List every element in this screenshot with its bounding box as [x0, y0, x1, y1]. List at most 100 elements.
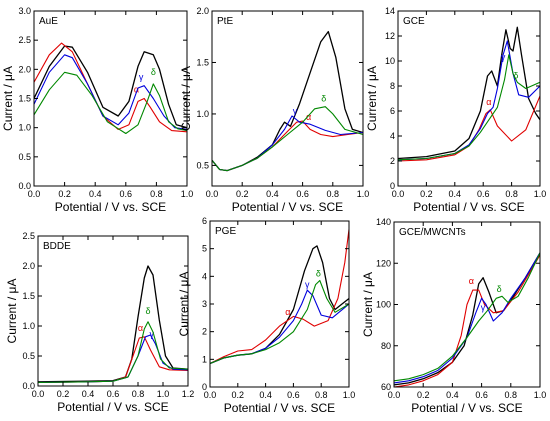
series-label-1: α: [469, 276, 474, 286]
chart-panel-0: αγ δ 0.0 0.2 0.4 0.6 0.8 1.0 0.0 0.5 1.0 1.5 2.0 2.5 3…: [1, 6, 193, 214]
x-tick-label: 0.2: [417, 390, 430, 400]
y-tick-label: 0.5: [18, 152, 31, 162]
x-tick-label: 0.2: [236, 189, 249, 199]
y-tick-label: 1.5: [18, 94, 31, 104]
series-line-0: [210, 245, 349, 365]
series-label-2: γ: [501, 52, 506, 62]
y-tick-label: 2.5: [18, 35, 31, 45]
x-tick-label: 0.4: [89, 189, 102, 199]
x-tick-label: 0.0: [28, 189, 41, 199]
series-label-3: δ: [513, 71, 518, 81]
y-axis-title: Current / μA: [5, 279, 19, 344]
x-tick-label: 1.0: [157, 389, 170, 399]
y-tick-label: 1.0: [196, 109, 209, 119]
y-axis-title: Current / μA: [365, 66, 379, 131]
x-tick-label: 0.8: [132, 389, 145, 399]
y-tick-label: 0: [202, 382, 207, 392]
y-tick-label: 2.5: [22, 231, 35, 241]
y-tick-label: 14: [385, 6, 395, 16]
series-label-1: α: [138, 323, 143, 333]
series-label-3: δ: [321, 94, 326, 104]
series-line-2: [398, 40, 540, 161]
y-tick-label: 1.0: [18, 123, 31, 133]
series-label-1: α: [486, 97, 491, 107]
plot-frame: [211, 10, 364, 187]
chart-panel-1: αγ δ 0.0 0.2 0.4 0.6 0.8 1.0 0.5 1.0 1.5 2.0 PtE Pote…: [179, 6, 369, 214]
y-tick-label: 0.5: [22, 351, 35, 361]
y-tick-label: 4: [390, 131, 395, 141]
y-tick-label: 1.0: [22, 321, 35, 331]
series-label-2: γ: [150, 329, 155, 339]
series-line-1: [212, 120, 363, 172]
y-axis-title: Current / μA: [177, 272, 191, 337]
series-line-3: [394, 252, 540, 382]
chart-panel-2: α γδ 0.0 0.2 0.4 0.6 0.8 1.0 0 2 4 6 8 10 12 14 GCE Poten…: [365, 6, 546, 214]
series-line-1: [38, 336, 188, 383]
series-label-1: α: [306, 112, 311, 122]
series-line-1: [34, 42, 187, 133]
x-tick-label: 0.0: [206, 189, 219, 199]
x-tick-label: 0.4: [446, 390, 459, 400]
plot-frame: [33, 10, 188, 187]
y-tick-label: 0.0: [18, 181, 31, 191]
x-tick-label: 1.0: [181, 189, 194, 199]
y-tick-label: 1.5: [22, 291, 35, 301]
series-label-1: α: [134, 85, 139, 95]
plot-frame: [397, 10, 541, 187]
series-line-3: [34, 71, 187, 135]
series-label-3: δ: [316, 268, 321, 278]
x-tick-label: 0.2: [58, 189, 71, 199]
x-tick-label: 0.4: [449, 189, 462, 199]
x-tick-label: 0.0: [388, 390, 401, 400]
x-tick-label: 0.0: [32, 389, 45, 399]
series-label-2: γ: [293, 106, 298, 116]
y-axis-title: Current / μA: [1, 66, 15, 131]
x-tick-label: 0.8: [505, 189, 518, 199]
chart-panel-4: α γδ 0.0 0.2 0.4 0.6 0.8 1.0 0 1 2 3 4 5 6 PGE Potential…: [177, 216, 355, 415]
y-tick-label: 6: [202, 216, 207, 226]
x-tick-label: 1.0: [343, 390, 356, 400]
series-line-1: [398, 95, 540, 162]
y-tick-label: 8: [390, 81, 395, 91]
x-tick-label: 0.6: [120, 189, 133, 199]
series-line-0: [212, 30, 363, 172]
x-tick-label: 0.6: [296, 189, 309, 199]
y-axis-title: Current / μA: [179, 66, 193, 131]
y-tick-label: 100: [376, 300, 391, 310]
y-tick-label: 2.0: [196, 6, 209, 16]
series-label-3: δ: [497, 284, 502, 294]
panel-title: PtE: [217, 16, 233, 27]
panel-title: PGE: [215, 226, 236, 237]
y-tick-label: 60: [381, 382, 391, 392]
x-tick-label: 0.4: [82, 389, 95, 399]
x-tick-label: 0.6: [475, 390, 488, 400]
x-tick-label: 0.0: [204, 390, 217, 400]
x-tick-label: 0.4: [259, 390, 272, 400]
y-tick-label: 10: [385, 56, 395, 66]
x-axis-title: Potential / V vs. SCE: [57, 400, 168, 414]
panel-title: BDDE: [43, 241, 71, 252]
series-line-3: [210, 279, 349, 365]
y-tick-label: 0.0: [22, 381, 35, 391]
series-line-0: [394, 252, 540, 386]
x-axis-title: Potential / V vs. SCE: [55, 200, 166, 214]
series-line-1: [394, 254, 540, 387]
y-tick-label: 3.0: [18, 6, 31, 16]
y-tick-label: 2.0: [18, 64, 31, 74]
x-tick-label: 0.6: [107, 389, 120, 399]
y-tick-label: 0: [390, 181, 395, 191]
series-label-1: α: [285, 307, 290, 317]
y-tick-label: 140: [376, 217, 391, 227]
series-line-2: [34, 54, 187, 130]
x-tick-label: 1.2: [182, 389, 195, 399]
y-tick-label: 0.5: [196, 160, 209, 170]
x-axis-title: Potential / V vs. SCE: [411, 401, 522, 415]
series-line-2: [394, 252, 540, 384]
y-tick-label: 6: [390, 106, 395, 116]
panel-title: GCE/MWCNTs: [399, 227, 466, 238]
x-tick-label: 0.2: [57, 389, 70, 399]
series-line-3: [212, 106, 363, 172]
series-line-0: [398, 26, 540, 160]
chart-panel-3: αγ δ 0.0 0.2 0.4 0.6 0.8 1.0 1.2 0.0 0.5 1.0 1.5 2.0 2…: [5, 231, 194, 414]
